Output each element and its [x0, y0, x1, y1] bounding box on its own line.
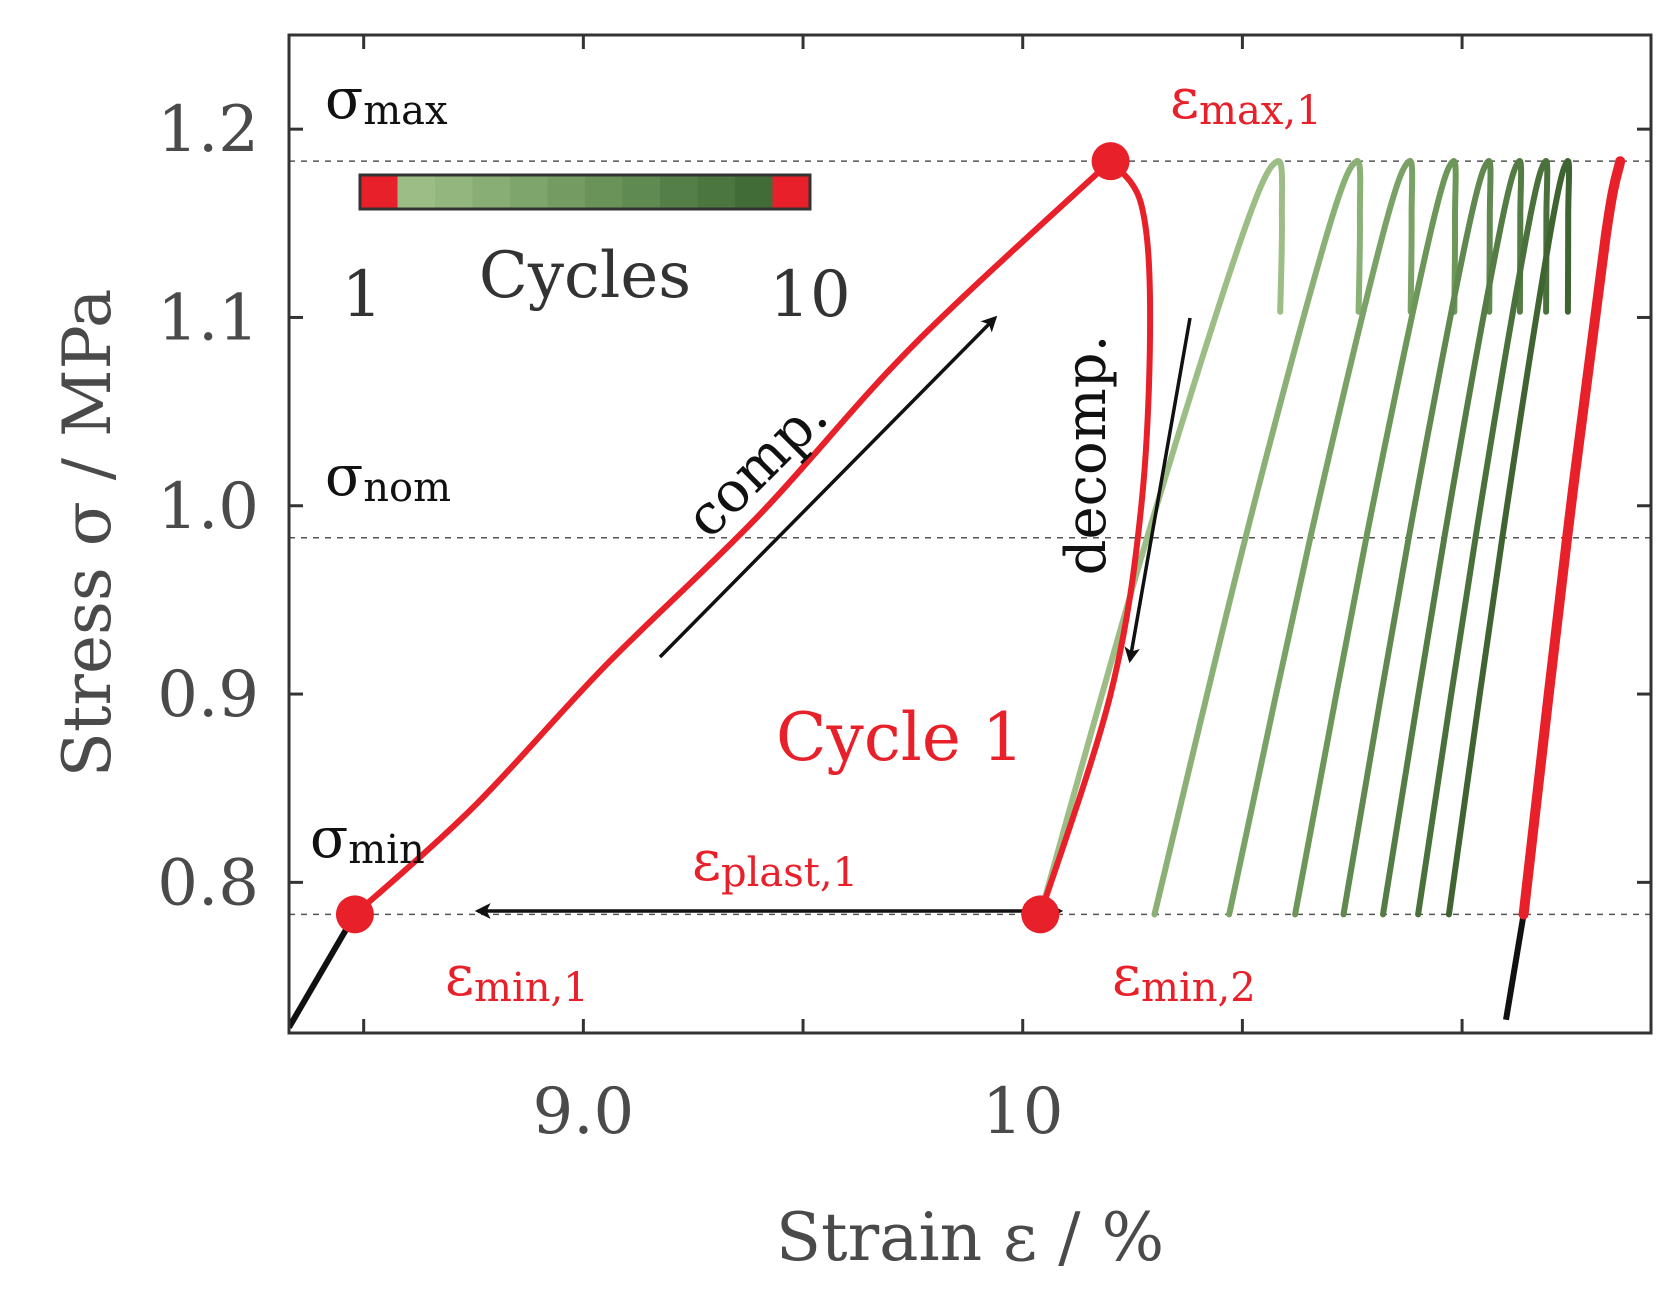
- colorbar-segment: [772, 175, 811, 209]
- colorbar-frame: [358, 173, 812, 211]
- sigma-max-sub: max: [363, 88, 448, 134]
- colorbar-segment: [397, 175, 436, 209]
- eps-min-1-sub: min,1: [474, 965, 589, 1011]
- compression-arrow: [658, 315, 998, 659]
- colorbar-min-label: 1: [342, 258, 383, 332]
- cycle-5-curve: [1292, 158, 1459, 918]
- colorbar-segment: [622, 175, 661, 209]
- eps-max-1-main: ε: [1170, 67, 1199, 132]
- cycle-10-curve: [1518, 156, 1626, 920]
- eps-max-1-sub: max,1: [1199, 88, 1322, 134]
- colorbar-segment: [735, 175, 773, 209]
- cycle-8-curve: [1415, 158, 1551, 918]
- plot-frame: [287, 33, 1653, 1035]
- sigma-min-main: σ: [310, 806, 348, 871]
- eps-min-2-label: εmin,2: [1112, 944, 1256, 1011]
- cycle-1-label: Cycle 1: [776, 699, 1024, 776]
- sigma-min-label: σmin: [310, 806, 425, 873]
- cycle-7-curve: [1380, 158, 1525, 918]
- y-tick-label: 0.9: [157, 658, 259, 732]
- eps-min-1-label: εmin,1: [445, 944, 589, 1011]
- colorbar-segment: [435, 175, 473, 209]
- colorbar-segment: [360, 175, 398, 209]
- y-tick-label: 0.8: [157, 846, 259, 920]
- y-tick-label: 1.2: [157, 93, 259, 167]
- decompression-arrow: [1124, 317, 1192, 664]
- cycle-2-curve: [1037, 158, 1286, 918]
- y-tick-label: 1.1: [157, 281, 259, 355]
- cycle-3-curve: [1151, 158, 1364, 918]
- eps-min-2-main: ε: [1112, 944, 1141, 1009]
- cycle-1-decompression: [1037, 159, 1154, 916]
- curves: [289, 156, 1626, 1029]
- axis-ticks: [289, 35, 1651, 1033]
- y-axis-title: Stress σ / MPa: [49, 289, 126, 778]
- cycle-4-curve: [1226, 158, 1416, 918]
- eps-plast-1-sub: plast,1: [721, 850, 858, 896]
- tick-labels: 9.0 10 0.8 0.9 1.0 1.1 1.2: [157, 93, 1063, 1149]
- eps-min-2-sub: min,2: [1141, 965, 1256, 1011]
- colorbar-segment: [697, 175, 736, 209]
- loading-curve: [289, 912, 358, 1029]
- sigma-nom-label: σnom: [325, 444, 451, 511]
- colorbar-max-label: 10: [769, 258, 850, 332]
- x-tick-label: 9.0: [532, 1075, 634, 1149]
- eps-plast-1-main: ε: [692, 829, 721, 894]
- colorbar-segment: [510, 175, 548, 209]
- sigma-min-sub: min: [348, 827, 424, 873]
- sigma-nom-main: σ: [325, 444, 363, 509]
- y-tick-label: 1.0: [157, 470, 259, 544]
- x-axis-title: Strain ε / %: [776, 1199, 1164, 1276]
- x-tick-label: 10: [982, 1075, 1063, 1149]
- cycles-colorbar: [358, 173, 812, 211]
- sigma-max-label: σmax: [325, 67, 448, 134]
- eps-min-1-main: ε: [445, 944, 474, 1009]
- eps-plast-1-label: εplast,1: [692, 829, 858, 896]
- data-points: [335, 142, 1130, 934]
- cycle-9-curve: [1445, 158, 1573, 918]
- sigma-max-main: σ: [325, 67, 363, 132]
- decompression-label: decomp.: [1054, 335, 1119, 576]
- colorbar-title: Cycles: [479, 239, 691, 313]
- eps-max-1-label: εmax,1: [1170, 67, 1322, 134]
- final-unloading-curve: [1503, 913, 1527, 1021]
- cycle-6-curve: [1340, 158, 1494, 918]
- colorbar-segment: [547, 175, 586, 209]
- eps-min-1-point: [335, 895, 374, 934]
- eps-max-1-point: [1091, 142, 1130, 181]
- eps-min-2-point: [1021, 895, 1060, 934]
- sigma-nom-sub: nom: [363, 465, 451, 511]
- colorbar-segment: [585, 175, 623, 209]
- cycle-1-compression: [352, 159, 1113, 917]
- colorbar-segment: [660, 175, 698, 209]
- colorbar-segment: [472, 175, 511, 209]
